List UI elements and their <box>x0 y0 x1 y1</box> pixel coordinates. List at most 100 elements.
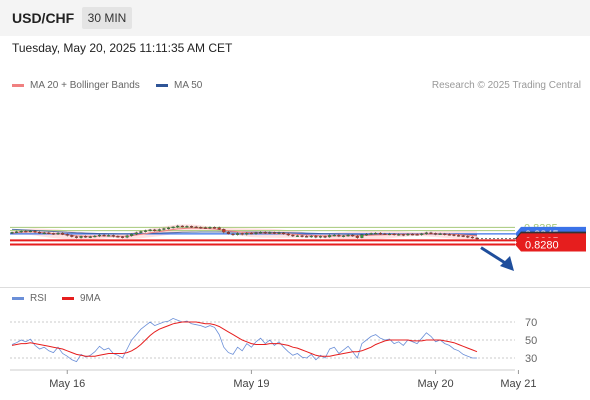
candle-68 <box>323 235 327 239</box>
ma20-swatch <box>12 83 24 87</box>
candle-body-28 <box>139 231 143 233</box>
candle-body-65 <box>309 235 313 238</box>
candle-24 <box>120 236 125 239</box>
candle-31 <box>153 228 157 232</box>
candle-body-33 <box>162 228 166 230</box>
candle-70 <box>332 234 336 237</box>
candle-17 <box>88 235 92 239</box>
candle-body-43 <box>208 227 212 229</box>
candle-body-31 <box>153 229 157 232</box>
candle-body-53 <box>254 232 258 234</box>
candle-79 <box>374 232 378 235</box>
symbol-title: USD/CHF <box>12 10 75 26</box>
candle-body-76 <box>360 234 364 238</box>
candle-body-45 <box>217 227 221 230</box>
candle-37 <box>180 225 184 228</box>
candle-body-17 <box>88 236 92 238</box>
candle-14 <box>74 235 78 239</box>
rsi-tick-0: 70 <box>525 317 537 329</box>
candle-body-51 <box>245 232 249 235</box>
candle-33 <box>162 227 166 231</box>
candle-8 <box>47 231 51 235</box>
candle-53 <box>254 231 258 235</box>
candle-42 <box>203 226 207 229</box>
rsi-swatch <box>12 296 24 300</box>
candle-body-40 <box>194 226 198 229</box>
candle-body-89 <box>420 233 424 235</box>
candle-body-92 <box>434 233 438 235</box>
candle-44 <box>213 226 217 229</box>
candle-body-77 <box>364 233 369 236</box>
candle-59 <box>282 232 286 235</box>
candle-39 <box>190 225 194 229</box>
candle-86 <box>406 232 410 236</box>
candle-15 <box>79 235 83 239</box>
candle-body-86 <box>406 233 410 236</box>
candle-body-90 <box>424 232 428 234</box>
candle-81 <box>383 232 387 235</box>
candle-85 <box>401 233 405 237</box>
candle-90 <box>424 231 428 235</box>
candle-9 <box>51 232 55 235</box>
candle-body-46 <box>222 229 226 233</box>
x-tick-label-2: May 20 <box>418 378 454 390</box>
candle-body-72 <box>341 235 346 237</box>
candle-78 <box>369 232 373 236</box>
candle-body-57 <box>272 232 276 234</box>
candle-94 <box>443 232 447 236</box>
timeframe-button[interactable]: 30 MIN <box>82 7 132 29</box>
candle-body-50 <box>240 233 244 235</box>
candle-body-98 <box>461 235 465 237</box>
candle-body-15 <box>79 236 83 238</box>
candle-body-16 <box>84 236 88 238</box>
candle-21 <box>107 234 111 237</box>
candle-63 <box>300 234 304 238</box>
candle-77 <box>364 233 369 236</box>
rsi-tick-2: 30 <box>525 353 537 365</box>
candle-101 <box>475 236 479 240</box>
candle-body-96 <box>452 234 456 236</box>
candle-12 <box>65 233 69 237</box>
candle-body-93 <box>438 233 442 235</box>
candle-body-1 <box>15 231 19 233</box>
candle-body-24 <box>120 236 125 238</box>
candle-body-3 <box>24 231 28 233</box>
candle-body-35 <box>171 226 175 229</box>
candle-body-70 <box>332 234 336 237</box>
candle-91 <box>429 231 433 235</box>
candle-30 <box>148 228 152 232</box>
rsi-label: RSI <box>30 293 47 304</box>
candle-body-13 <box>70 235 74 237</box>
candle-body-91 <box>429 232 433 234</box>
candle-body-41 <box>199 227 203 229</box>
candle-29 <box>143 229 148 233</box>
candle-body-66 <box>314 235 318 238</box>
candle-40 <box>194 225 198 229</box>
candle-body-82 <box>388 233 392 236</box>
rsi-tick-1: 50 <box>525 335 537 347</box>
panel-divider <box>0 287 590 288</box>
candle-87 <box>411 233 415 236</box>
candle-body-88 <box>415 234 419 236</box>
candle-body-10 <box>56 232 60 235</box>
forecast-arrow-head <box>500 256 514 271</box>
level-text-5: 0.8280 <box>525 239 559 251</box>
ma50-label: MA 50 <box>174 80 203 91</box>
candle-92 <box>434 232 438 236</box>
candle-28 <box>139 230 143 234</box>
candle-82 <box>388 232 392 236</box>
candle-body-22 <box>111 235 115 237</box>
candle-body-18 <box>93 235 97 238</box>
candle-16 <box>84 235 88 238</box>
candle-body-21 <box>107 235 111 237</box>
candle-3 <box>24 230 28 233</box>
candle-55 <box>263 231 267 235</box>
legend-ma50: MA 50 <box>156 80 202 91</box>
legend-rsi-ma: 9MA <box>62 293 101 304</box>
candle-body-4 <box>28 230 32 233</box>
ma20-line <box>11 227 478 237</box>
candle-body-59 <box>282 232 286 235</box>
candle-23 <box>116 235 120 238</box>
candle-18 <box>93 235 97 238</box>
